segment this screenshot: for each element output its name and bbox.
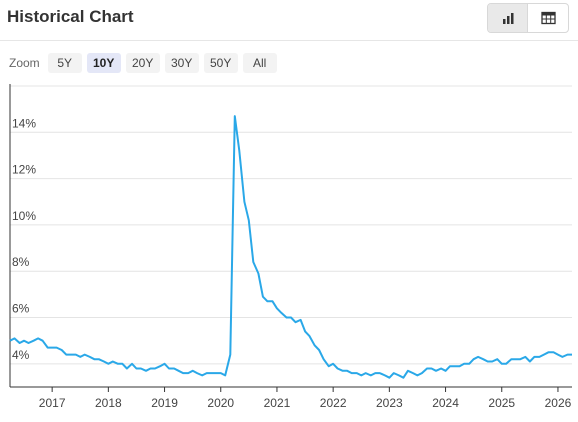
zoom-all-button[interactable]: All	[243, 53, 277, 73]
line-chart[interactable]: 4% 6% 8% 10% 12% 14% 2017 2018 2019 2020 2021 2022 2…	[0, 78, 578, 422]
y-tick-label: 8%	[12, 255, 30, 269]
zoom-30y-button[interactable]: 30Y	[165, 53, 199, 73]
zoom-5y-button[interactable]: 5Y	[48, 53, 82, 73]
y-tick-label: 10%	[12, 209, 36, 223]
table-icon	[541, 11, 556, 25]
x-tick-label: 2022	[320, 396, 347, 410]
y-tick-label: 14%	[12, 116, 36, 130]
y-tick-label: 12%	[12, 163, 36, 177]
x-tick-label: 2019	[151, 396, 178, 410]
zoom-controls: Zoom 5Y 10Y 20Y 30Y 50Y All	[9, 53, 282, 73]
table-view-button[interactable]	[528, 4, 568, 32]
view-toggle	[487, 3, 569, 33]
x-tick-label: 2018	[95, 396, 122, 410]
x-tick-label: 2020	[207, 396, 234, 410]
chart-view-button[interactable]	[488, 4, 528, 32]
y-tick-label: 4%	[12, 348, 30, 362]
zoom-20y-button[interactable]: 20Y	[126, 53, 160, 73]
bar-chart-icon	[501, 11, 515, 25]
x-tick-label: 2017	[39, 396, 66, 410]
x-tick-label: 2025	[488, 396, 515, 410]
page-title: Historical Chart	[7, 7, 134, 27]
chart-header: Historical Chart	[0, 0, 578, 41]
data-series-line	[10, 116, 572, 378]
x-tick-label: 2026	[545, 396, 572, 410]
x-tick-label: 2023	[376, 396, 403, 410]
x-tick-label: 2024	[432, 396, 459, 410]
zoom-label: Zoom	[9, 56, 40, 70]
x-tick-label: 2021	[264, 396, 291, 410]
zoom-50y-button[interactable]: 50Y	[204, 53, 238, 73]
zoom-10y-button[interactable]: 10Y	[87, 53, 121, 73]
y-tick-label: 6%	[12, 302, 30, 316]
